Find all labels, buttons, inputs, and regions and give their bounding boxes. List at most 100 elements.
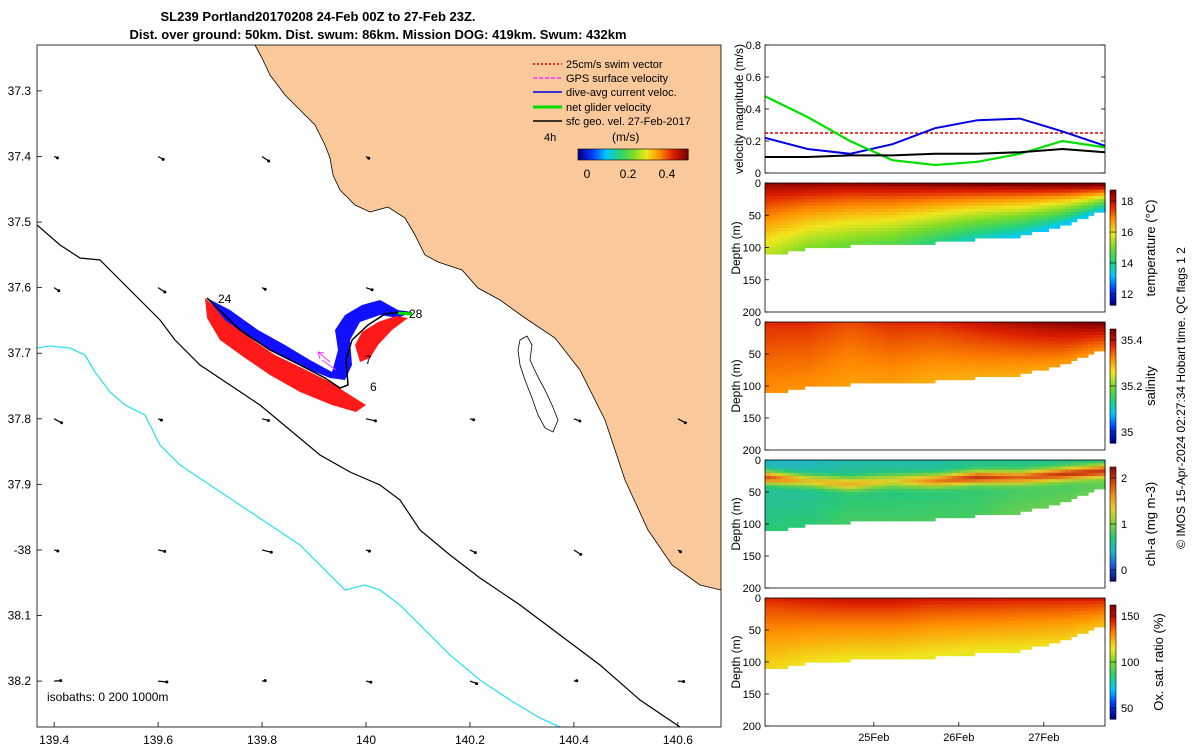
section-cell — [821, 492, 828, 496]
section-cell — [997, 492, 1004, 496]
section-cell — [793, 354, 800, 358]
section-cell — [889, 334, 896, 339]
section-cell — [986, 511, 993, 515]
section-cell — [918, 228, 925, 232]
section-cell — [850, 208, 857, 213]
section-cell — [804, 202, 811, 207]
section-cell — [855, 331, 862, 336]
section-cell — [776, 504, 783, 509]
colorbar-tick-label: 1 — [1121, 519, 1127, 531]
section-cell — [878, 614, 885, 618]
section-cell — [878, 501, 885, 506]
section-cell — [770, 186, 777, 191]
section-cell — [782, 508, 789, 512]
section-cell — [1003, 224, 1010, 229]
section-cell — [884, 476, 891, 480]
section-cell — [793, 614, 800, 618]
section-cell — [1025, 610, 1032, 615]
section-cell — [889, 199, 896, 203]
section-cell — [969, 228, 976, 232]
section-cell — [895, 360, 902, 365]
section-cell — [969, 488, 976, 493]
section-cell — [1099, 186, 1106, 191]
section-cell — [1008, 221, 1015, 226]
section-cell — [935, 639, 942, 644]
section-cell — [799, 328, 806, 333]
colorbar-cell — [1110, 486, 1116, 491]
colorbar-cell — [1110, 408, 1116, 413]
section-cell — [1003, 322, 1010, 326]
section-cell — [940, 460, 947, 464]
section-cell — [776, 639, 783, 644]
section-cell — [1020, 183, 1027, 187]
section-cell — [1093, 325, 1100, 329]
section-cell — [884, 221, 891, 226]
section-cell — [1076, 338, 1083, 342]
section-cell — [906, 373, 913, 377]
section-cell — [765, 604, 772, 609]
section-cell — [844, 636, 851, 641]
section-cell — [889, 511, 896, 515]
section-cell — [957, 617, 964, 621]
section-cell — [816, 354, 823, 358]
section-cell — [946, 460, 953, 464]
section-cell — [1065, 630, 1072, 634]
section-cell — [1031, 636, 1038, 641]
section-cell — [969, 604, 976, 609]
section-cell — [884, 607, 891, 612]
section-cell — [986, 626, 993, 631]
section-cell — [918, 514, 925, 519]
section-cell — [1048, 224, 1055, 229]
section-cell — [1059, 341, 1066, 345]
section-cell — [793, 623, 800, 628]
section-cell — [1003, 476, 1010, 480]
section-cell — [895, 366, 902, 371]
section-cell — [1042, 485, 1049, 490]
isobath-1000m — [37, 345, 561, 727]
section-cell — [782, 386, 789, 390]
section-cell — [918, 208, 925, 213]
section-cell — [861, 370, 868, 374]
section-cell — [810, 360, 817, 365]
section-cell — [952, 341, 959, 345]
section-cell — [980, 234, 987, 239]
section-cell — [997, 215, 1004, 220]
section-cell — [1025, 183, 1032, 187]
colorbar-tick-label: 18 — [1121, 196, 1133, 208]
section-cell — [969, 642, 976, 647]
section-cell — [1054, 492, 1061, 496]
section-cell — [912, 218, 919, 223]
section-cell — [765, 649, 772, 653]
section-cell — [833, 350, 840, 355]
sfc-velocity-arrowhead — [266, 418, 270, 422]
section-cell — [1065, 341, 1072, 345]
section-cell — [1076, 488, 1083, 493]
section-cell — [776, 604, 783, 609]
section-cell — [867, 379, 874, 384]
section-cell — [872, 221, 879, 226]
section-cell — [895, 630, 902, 634]
section-cell — [889, 341, 896, 345]
section-cell — [906, 598, 913, 602]
section-cell — [793, 504, 800, 509]
section-cell — [1093, 479, 1100, 483]
section-cell — [1088, 472, 1095, 477]
section-cell — [838, 495, 845, 499]
sfc-velocity-arrowhead — [267, 159, 271, 163]
section-cell — [1082, 183, 1089, 187]
section-cell — [1082, 482, 1089, 487]
section-cell — [810, 604, 817, 609]
section-cell — [935, 476, 942, 480]
section-cell — [821, 189, 828, 194]
section-cell — [957, 607, 964, 612]
section-cell — [855, 218, 862, 223]
section-cell — [1042, 341, 1049, 345]
section-cell — [1020, 617, 1027, 621]
section-cell — [974, 192, 981, 197]
section-cell — [912, 601, 919, 605]
section-cell — [793, 488, 800, 493]
section-cell — [906, 370, 913, 374]
section-cell — [963, 328, 970, 333]
section-cell — [980, 482, 987, 487]
section-cell — [833, 195, 840, 200]
